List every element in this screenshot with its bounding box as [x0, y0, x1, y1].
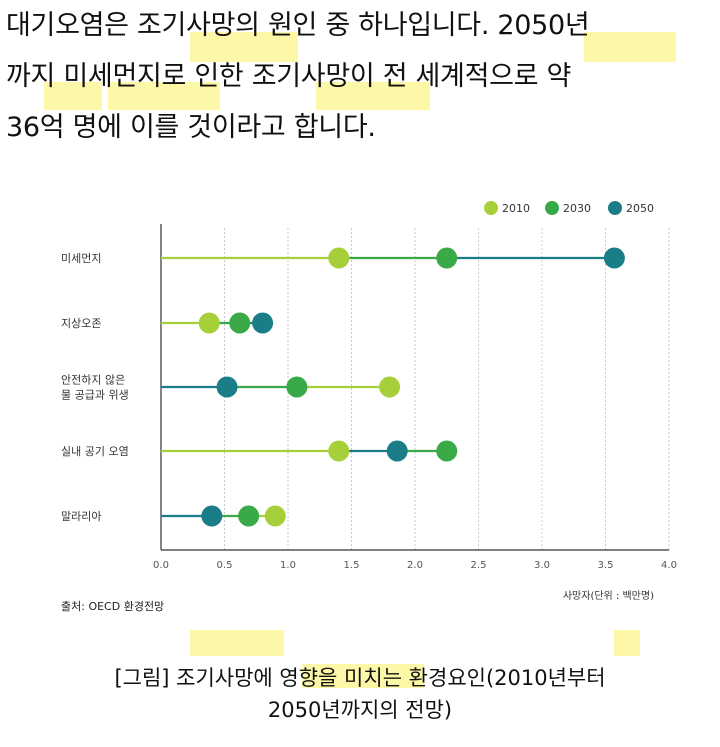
data-point [201, 505, 223, 527]
data-point [238, 505, 260, 527]
data-point [386, 440, 408, 462]
data-point [328, 440, 350, 462]
caption-line-1: [그림] 조기사망에 영향을 미치는 환경요인(2010년부터 [114, 666, 606, 690]
data-point [229, 312, 251, 334]
highlight-mark [190, 630, 284, 656]
legend-marker [484, 201, 498, 215]
x-tick-label: 2.0 [407, 560, 423, 571]
x-tick-label: 4.0 [661, 560, 677, 571]
data-point [198, 312, 220, 334]
highlight-mark [584, 32, 676, 62]
legend-label: 2030 [563, 202, 591, 215]
intro-line: 대기오염은 조기사망의 원인 중 하나입니다. 2050년 [6, 10, 590, 41]
intro-paragraph: 대기오염은 조기사망의 원인 중 하나입니다. 2050년 까지 미세먼지로 인… [6, 0, 718, 153]
x-tick-label: 2.5 [471, 560, 487, 571]
chart-source: 출처: OECD 환경전망 [61, 600, 165, 613]
x-tick-label: 3.0 [534, 560, 550, 571]
intro-line: 까지 미세먼지로 인한 조기사망이 전 세계적으로 약 [6, 61, 572, 92]
data-point [264, 505, 286, 527]
x-axis-label: 사망자(단위 : 백만명) [563, 589, 654, 600]
highlight-mark [190, 32, 298, 62]
intro-line: 36억 명에 이를 것이라고 합니다. [6, 112, 376, 143]
x-tick-label: 0.0 [153, 560, 169, 571]
highlight-mark [108, 82, 220, 110]
legend-label: 2010 [502, 202, 530, 215]
category-label: 미세먼지 [61, 252, 101, 265]
highlight-mark [302, 664, 424, 688]
data-point [216, 376, 238, 398]
category-label: 물 공급과 위생 [61, 389, 129, 402]
category-label: 안전하지 않은 [61, 373, 125, 387]
category-label: 지상오존 [61, 317, 101, 330]
x-tick-label: 1.0 [280, 560, 296, 571]
legend-marker [608, 201, 622, 215]
highlight-mark [614, 630, 640, 656]
legend-label: 2050 [626, 202, 654, 215]
x-tick-label: 3.5 [598, 560, 614, 571]
x-tick-label: 1.5 [344, 560, 360, 571]
data-point [603, 247, 625, 269]
legend-marker [545, 201, 559, 215]
category-label: 말라리아 [61, 510, 101, 523]
caption-line-2: 2050년까지의 전망) [267, 698, 453, 722]
highlight-mark [316, 82, 430, 110]
dot-plot-chart: 0.0 0.5 1.0 1.5 2.0 2.5 3.0 3.5 4.0 사망자(단위 : 백만명)… [61, 201, 677, 600]
x-tick-label: 0.5 [217, 560, 233, 571]
data-point [436, 440, 458, 462]
data-point [328, 247, 350, 269]
data-point [286, 376, 308, 398]
data-point [252, 312, 274, 334]
data-point [379, 376, 401, 398]
highlight-mark [44, 82, 102, 110]
data-point [436, 247, 458, 269]
category-label: 실내 공기 오염 [61, 445, 129, 458]
